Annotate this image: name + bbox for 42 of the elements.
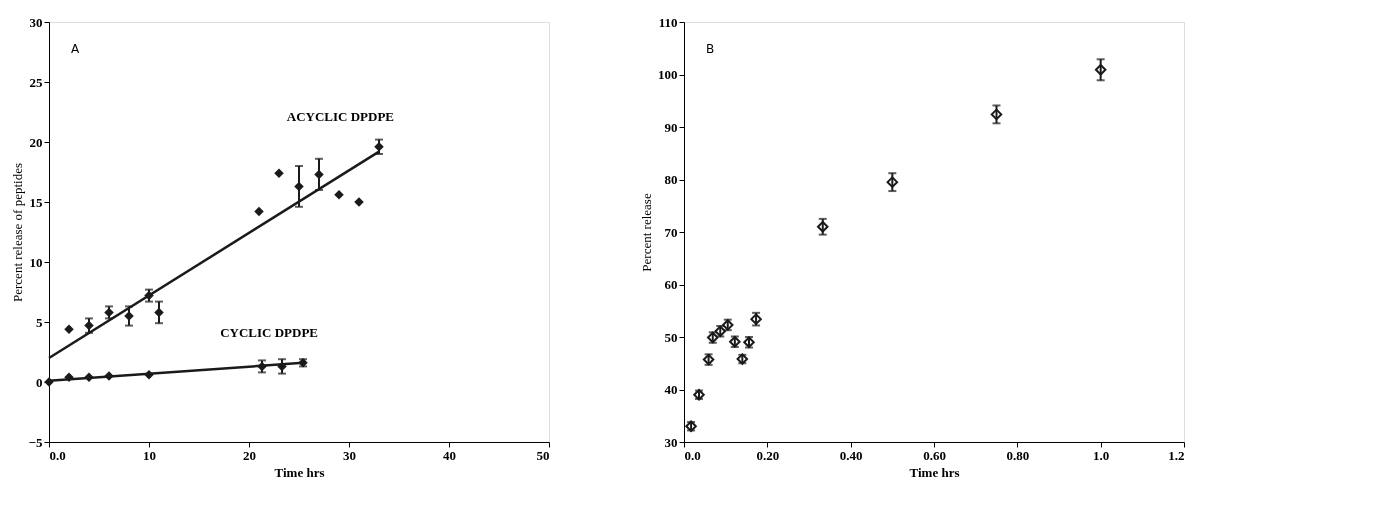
y-tick-label: 5 [36,314,43,330]
annotation: A [71,42,80,56]
x-tick-label: 50 [536,447,550,463]
y-tick-label: 110 [658,14,678,30]
point [886,176,899,188]
x-tick-label: 1.2 [1168,447,1185,463]
y-tick-label: 50 [664,329,678,345]
point [817,221,829,233]
y-tick-label: 0 [36,374,43,390]
y-axis-title: Percent release [639,193,654,272]
point [1094,64,1107,76]
x-tick-label: 0.20 [756,447,780,463]
x-axis-title: Time hrs [274,464,325,480]
y-tick-label: 25 [29,74,43,90]
y-tick-label: 15 [29,194,43,210]
y-tick-label: 10 [29,254,43,270]
x-tick-label: 40 [443,447,456,463]
y-tick-label: 70 [664,224,678,240]
y-tick-label: 30 [664,434,678,450]
point [990,108,1003,121]
y-tick-label: 60 [664,277,678,292]
series-label: ACYCLIC DPDPE [286,108,394,124]
y-tick-label: 20 [29,134,43,150]
y-tick-label: −5 [28,434,43,450]
y-tick-label: 30 [29,14,43,30]
x-tick-label: 0.0 [684,447,701,463]
y-tick-label: 80 [664,172,678,187]
series-label: CYCLIC DPDPE [220,324,318,340]
x-axis-title: Time hrs [909,464,960,480]
y-axis-title: Percent release of peptides [9,163,25,302]
x-tick-label: 0.60 [923,447,946,463]
y-tick-label: 90 [664,119,678,135]
x-tick-label: 0.0 [49,447,66,463]
x-tick-label: 20 [243,447,256,463]
x-tick-label: 30 [343,447,356,463]
y-tick-label: 100 [658,67,678,82]
x-tick-label: 0.40 [839,447,863,463]
x-tick-label: 10 [143,447,156,463]
y-tick-label: 40 [664,382,678,397]
x-tick-label: 1.0 [1093,447,1110,463]
annotation: B [706,42,715,56]
x-tick-label: 0.80 [1006,447,1030,463]
